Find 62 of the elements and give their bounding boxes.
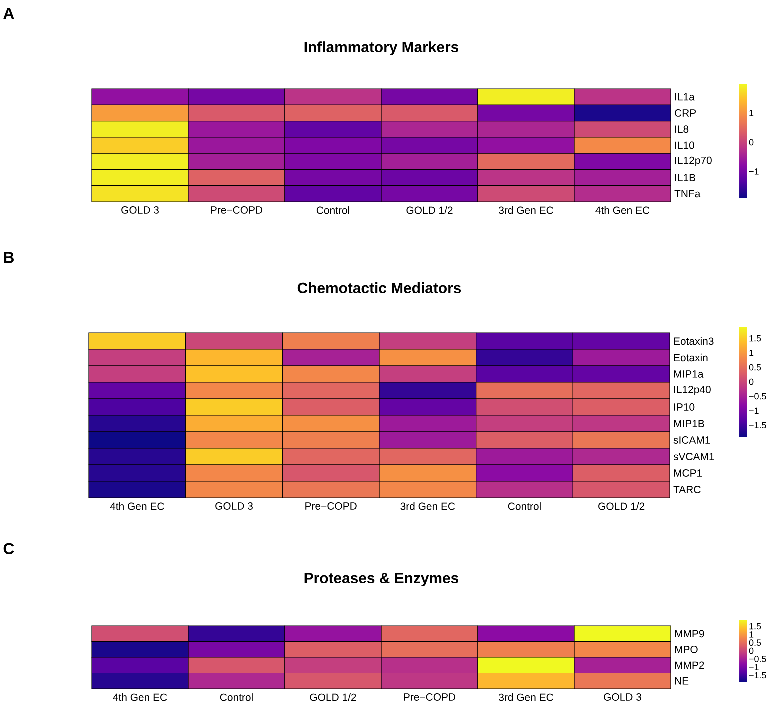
y-tick-label: MPO: [675, 646, 698, 654]
color-bar-label: −1: [749, 408, 759, 414]
y-tick-label: MMP2: [675, 662, 704, 670]
color-bar-label: −0.5: [749, 393, 766, 400]
y-tick-label: sICAM1: [674, 436, 710, 444]
x-tick-label: Pre−COPD: [306, 502, 357, 510]
x-tick-label: GOLD 1/2: [310, 694, 356, 702]
x-tick-label: 4th Gen EC: [596, 206, 650, 214]
x-tick-label: Control: [508, 502, 541, 510]
color-bar-label: 1: [750, 632, 754, 638]
y-tick-label: TARC: [674, 486, 701, 494]
x-tick-label: Control: [316, 206, 350, 214]
x-tick-label: GOLD 1/2: [406, 206, 453, 214]
x-tick-label: Control: [220, 694, 253, 702]
color-bar-label: 0: [749, 139, 754, 146]
y-tick-label: MIP1a: [674, 370, 704, 378]
color-bar-label: 1: [750, 350, 754, 356]
y-tick-label: IL1B: [675, 174, 696, 182]
x-tick-label: 3rd Gen EC: [499, 206, 554, 214]
x-tick-label: 3rd Gen EC: [499, 694, 554, 702]
color-bar-label: 0.5: [749, 640, 762, 646]
y-tick-label: TNFa: [674, 190, 701, 198]
x-tick-label: GOLD 3: [604, 694, 642, 701]
text: A: [4, 8, 14, 20]
text: B: [4, 252, 14, 264]
y-tick-label: MMP9: [675, 630, 704, 638]
y-tick-label: IL1a: [675, 93, 695, 101]
y-tick-label: MCP1: [674, 470, 702, 477]
y-tick-label: NE: [675, 678, 689, 685]
x-tick-label: Pre−COPD: [211, 206, 263, 214]
y-tick-label: IL8: [675, 126, 689, 134]
chart-title: Proteases & Enzymes: [304, 573, 459, 587]
x-tick-label: 4th Gen EC: [113, 694, 168, 702]
y-tick-label: Eotaxin3: [674, 337, 714, 346]
color-bar-label: −0.5: [749, 656, 766, 662]
color-bar-label: 1.5: [750, 623, 762, 630]
chart-title: Chemotactic Mediators: [298, 282, 462, 294]
y-tick-label: sVCAM1: [674, 453, 714, 460]
y-tick-label: IL10: [675, 142, 694, 150]
color-bar-label: 1.5: [750, 335, 762, 342]
y-tick-label: IP10: [674, 404, 695, 411]
x-tick-label: 4th Gen EC: [110, 502, 164, 510]
y-tick-label: MIP1B: [674, 420, 704, 428]
color-bar-label: 0: [749, 648, 754, 654]
color-bar-label: −1: [749, 168, 759, 175]
color-bar-label: −1.5: [749, 422, 766, 429]
x-tick-label: 3rd Gen EC: [400, 502, 456, 510]
x-tick-label: Pre−COPD: [404, 694, 456, 701]
text: C: [4, 543, 14, 554]
color-bar-label: −1.5: [749, 672, 766, 679]
y-tick-label: CRP: [675, 110, 696, 117]
y-tick-label: IL12p40: [674, 386, 711, 396]
y-tick-label: IL12p70: [675, 156, 712, 166]
x-tick-label: GOLD 3: [122, 206, 159, 214]
y-tick-label: Eotaxin: [674, 354, 708, 362]
x-tick-label: GOLD 3: [216, 502, 253, 510]
chart-title: Inflammatory Markers: [304, 42, 459, 56]
x-tick-label: GOLD 1/2: [598, 502, 645, 510]
color-bar-label: 0: [749, 378, 754, 386]
color-bar-label: 0.5: [749, 364, 762, 371]
color-bar-label: 1: [750, 110, 754, 116]
color-bar-label: −1: [749, 664, 759, 670]
